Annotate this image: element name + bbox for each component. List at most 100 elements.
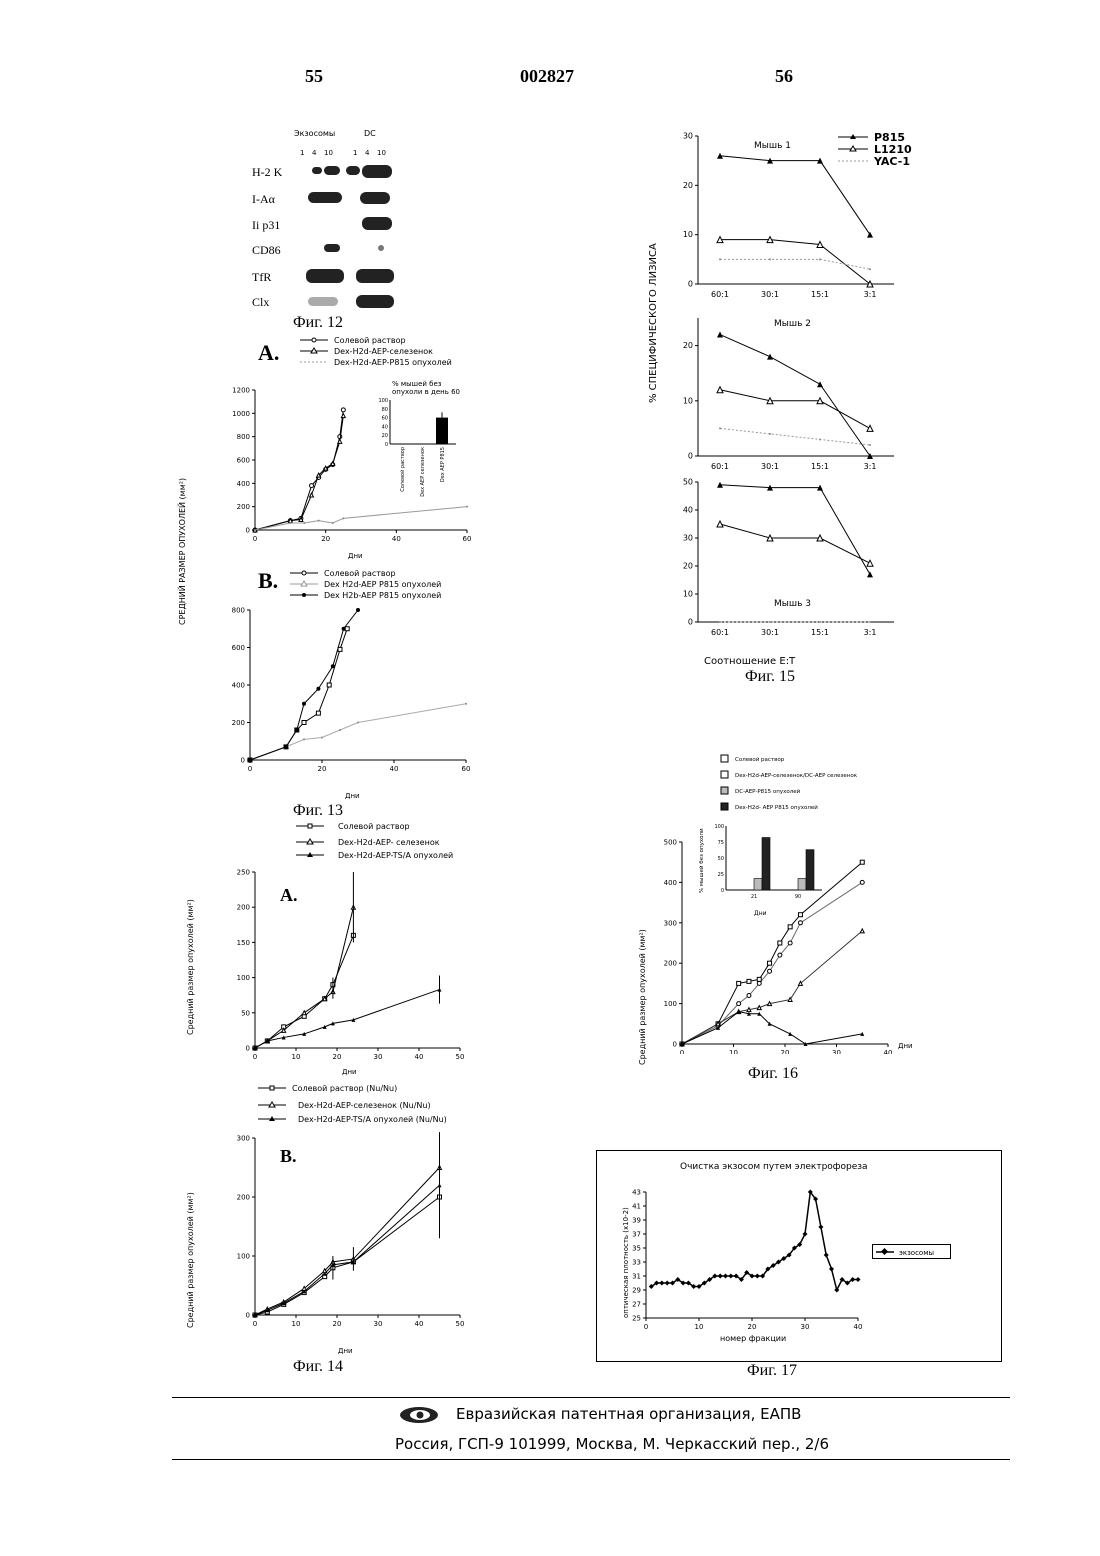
data-point — [303, 738, 305, 740]
x-tick-label: 0 — [253, 1320, 257, 1328]
data-point — [819, 621, 821, 623]
blot-band — [378, 245, 384, 251]
x-tick-label: 20 — [318, 765, 327, 773]
fig13b-tag: B. — [258, 568, 278, 594]
y-tick-label: 40 — [382, 424, 388, 430]
y-tick-label: 250 — [237, 869, 250, 877]
data-point — [339, 729, 341, 731]
fig13a-legend: Солевой раствор Dex-H2d-AEP-селезенок De… — [300, 334, 500, 370]
x-tick-label: 60:1 — [711, 290, 729, 299]
series-line — [720, 524, 870, 563]
data-point — [345, 627, 349, 631]
y-tick-label: 0 — [688, 452, 693, 461]
footer-rule-bottom — [172, 1459, 1010, 1460]
x-tick-label: 30:1 — [761, 628, 779, 637]
data-point — [331, 462, 335, 466]
y-tick-label: 25 — [718, 872, 724, 878]
y-tick-label: 600 — [237, 457, 250, 465]
data-point — [867, 232, 873, 238]
x-tick-label: 40 — [390, 765, 399, 773]
x-tick-label: 15:1 — [811, 628, 829, 637]
data-point — [768, 961, 772, 965]
series-line — [250, 629, 347, 760]
data-point — [719, 258, 721, 260]
data-point — [769, 433, 771, 435]
y-tick-label: 20 — [683, 562, 693, 571]
series-line — [720, 390, 870, 429]
series-line — [720, 428, 870, 445]
fig16-legend-label: Солевой раствор — [735, 756, 785, 763]
series-line — [682, 931, 862, 1044]
series-line — [255, 935, 353, 1048]
y-tick-label: 100 — [714, 824, 724, 830]
fig17-caption: Фиг. 17 — [747, 1362, 797, 1380]
fig13b-legend-label: Dex H2b-AEP P815 опухолей — [324, 591, 441, 600]
y-tick-label: 30 — [683, 534, 693, 543]
y-tick-label: 35 — [632, 1245, 641, 1253]
x-tick-label: 0 — [680, 1049, 684, 1054]
fig14b-legend-label: Dex-H2d-AEP-TS/A опухолей (Nu/Nu) — [298, 1115, 447, 1124]
fig13a-legend-label: Солевой раствор — [334, 336, 406, 345]
y-tick-label: 0 — [688, 618, 693, 627]
y-tick-label: 100 — [664, 1000, 677, 1008]
blot-band — [324, 166, 340, 175]
y-tick-label: 400 — [232, 682, 245, 690]
fig17-legend-label: экзосомы — [899, 1249, 934, 1257]
x-tick-label: 0 — [644, 1323, 648, 1331]
series-line — [255, 1185, 440, 1315]
x-tick-label: 30:1 — [761, 290, 779, 299]
y-tick-label: 0 — [246, 527, 250, 535]
fig17-chart: 01020304025272931333537394143 — [626, 1186, 876, 1332]
data-point — [768, 969, 772, 973]
x-tick-label: 20 — [781, 1049, 790, 1054]
fig13b-xlabel: Дни — [345, 792, 360, 800]
x-tick-label: 40 — [415, 1053, 424, 1061]
fig12-lane-label: 10 — [377, 149, 386, 157]
fig16-caption: Фиг. 16 — [748, 1065, 798, 1083]
fig12-lane-label: 4 — [365, 149, 369, 157]
data-point — [747, 994, 751, 998]
data-point — [248, 758, 252, 762]
fig12-row-label: CD86 — [252, 243, 281, 258]
series-line — [720, 240, 870, 284]
data-point — [817, 381, 823, 387]
data-point — [717, 332, 723, 338]
fig13b-legend-label: Солевой раствор — [324, 569, 396, 578]
x-tick-label: 30:1 — [761, 462, 779, 471]
y-tick-label: 1200 — [232, 387, 250, 395]
fig15-xlabel: Соотношение E:T — [704, 656, 795, 667]
y-tick-label: 0 — [385, 442, 388, 448]
eapo-logo-icon — [398, 1406, 440, 1424]
y-tick-label: 200 — [664, 960, 677, 968]
data-point — [834, 1288, 839, 1293]
fig13-caption: Фиг. 13 — [293, 802, 343, 820]
fig13-shared-ylabel: СРЕДНИЙ РАЗМЕР ОПУХОЛЕЙ (мм²) — [178, 478, 187, 625]
x-tick-label: 15:1 — [811, 462, 829, 471]
data-point — [788, 941, 792, 945]
fig15-caption: Фиг. 15 — [745, 668, 795, 686]
document-number: 002827 — [520, 66, 574, 87]
x-tick-label: 30 — [801, 1323, 810, 1331]
x-tick-label: 40 — [854, 1323, 863, 1331]
blot-band — [308, 297, 338, 306]
fig16-inset-xlabel: Дни — [754, 910, 767, 917]
data-point — [659, 1281, 664, 1286]
fig13a-xlabel: Дни — [348, 552, 363, 560]
y-tick-label: 200 — [237, 1194, 250, 1202]
data-point — [869, 444, 871, 446]
data-point — [719, 427, 721, 429]
x-tick-label: 30 — [374, 1320, 383, 1328]
blot-band — [362, 165, 392, 178]
data-point — [829, 1267, 834, 1272]
bar — [762, 838, 770, 890]
data-point — [310, 493, 314, 497]
y-tick-label: 31 — [632, 1273, 641, 1281]
x-tick-label: 3:1 — [864, 290, 877, 299]
data-point — [295, 728, 299, 732]
series-line — [255, 1197, 440, 1315]
fig17-title: Очистка экзосом путем электрофореза — [680, 1162, 868, 1172]
data-point — [869, 268, 871, 270]
data-point — [465, 703, 467, 705]
x-tick-label: 40 — [392, 535, 401, 543]
data-point — [819, 438, 821, 440]
